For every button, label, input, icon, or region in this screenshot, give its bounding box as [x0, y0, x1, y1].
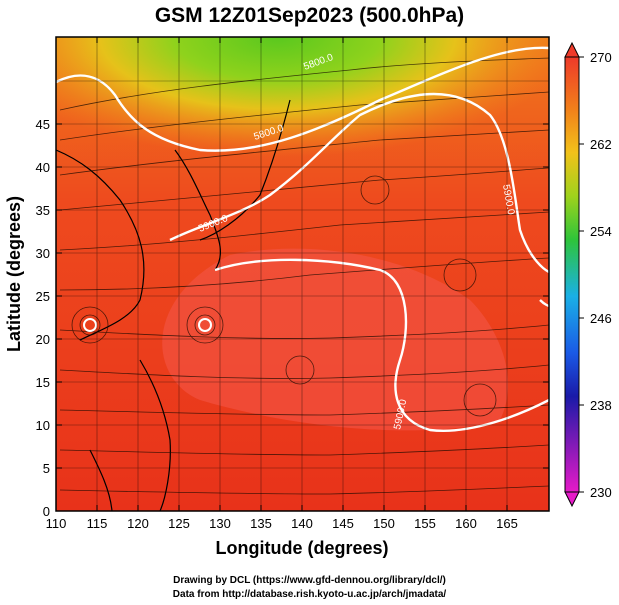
x-tick-label: 155 — [414, 516, 436, 531]
y-tick-label: 30 — [36, 246, 50, 261]
y-tick-label: 35 — [36, 203, 50, 218]
grid — [56, 37, 549, 511]
tick-marks — [55, 37, 549, 512]
x-tick-label: 160 — [455, 516, 477, 531]
coastline-borneo — [89, 449, 113, 511]
map-title: GSM 12Z01Sep2023 (500.0hPa) — [154, 4, 465, 27]
x-tick-label: 110 — [46, 516, 67, 531]
credit-dcl: Drawing by DCL (https://www.gfd-dennou.o… — [173, 575, 446, 586]
coastline-china — [56, 149, 145, 341]
colorbar-top-arrow — [564, 41, 580, 58]
y-tick-label: 10 — [36, 418, 50, 433]
y-tick-label: 20 — [36, 332, 50, 347]
coastlines — [56, 99, 291, 511]
cyclone-eye-icon — [198, 318, 212, 332]
cyclone-markers — [83, 318, 212, 332]
colorbar-label: 270 — [590, 50, 612, 65]
y-tick-label: 15 — [36, 375, 50, 390]
y-tick-label: 40 — [36, 160, 50, 175]
coastline-japan — [199, 99, 291, 241]
y-axis-title: Latitude (degrees) — [4, 196, 24, 352]
warm-core-shading — [162, 248, 509, 431]
cold-trough-shading — [56, 37, 549, 237]
y-tick-labels: 0 5 10 15 20 25 30 35 40 45 — [36, 117, 50, 519]
colorbar-ticks — [579, 56, 584, 493]
colorbar-label: 246 — [590, 311, 612, 326]
cyclone-eye-icon — [83, 318, 97, 332]
x-tick-label: 165 — [496, 516, 518, 531]
y-tick-label: 45 — [36, 117, 50, 132]
x-tick-label: 140 — [291, 516, 313, 531]
x-tick-label: 150 — [373, 516, 395, 531]
colorbar-bottom-arrow — [564, 491, 580, 508]
contour-5900-south — [214, 258, 549, 432]
colorbar-gradient — [564, 56, 580, 493]
y-tick-label: 0 — [43, 504, 50, 519]
x-axis-title: Longitude (degrees) — [215, 538, 388, 558]
colorbar-label: 230 — [590, 485, 612, 500]
height-contours — [56, 46, 549, 432]
plot-area — [56, 37, 549, 511]
x-tick-label: 125 — [168, 516, 190, 531]
x-tick-labels: 110 115 120 125 130 135 140 145 150 155 … — [46, 516, 518, 531]
coastline-philippines — [139, 359, 171, 511]
y-tick-label: 5 — [43, 461, 50, 476]
x-tick-label: 120 — [127, 516, 149, 531]
credit-data-source: Data from http://database.rish.kyoto-u.a… — [172, 589, 447, 600]
contour-5800-north — [56, 46, 549, 152]
colorbar-label: 238 — [590, 398, 612, 413]
x-tick-label: 135 — [250, 516, 272, 531]
x-tick-label: 115 — [87, 516, 108, 531]
contour-5900-loop — [169, 92, 549, 274]
colorbar-label: 254 — [590, 224, 612, 239]
contour-label: 5900.0 — [500, 184, 516, 216]
y-tick-label: 25 — [36, 289, 50, 304]
x-tick-label: 145 — [332, 516, 354, 531]
x-tick-label: 130 — [209, 516, 231, 531]
colorbar: 270 262 254 246 238 230 — [564, 41, 612, 508]
colorbar-label: 262 — [590, 137, 612, 152]
